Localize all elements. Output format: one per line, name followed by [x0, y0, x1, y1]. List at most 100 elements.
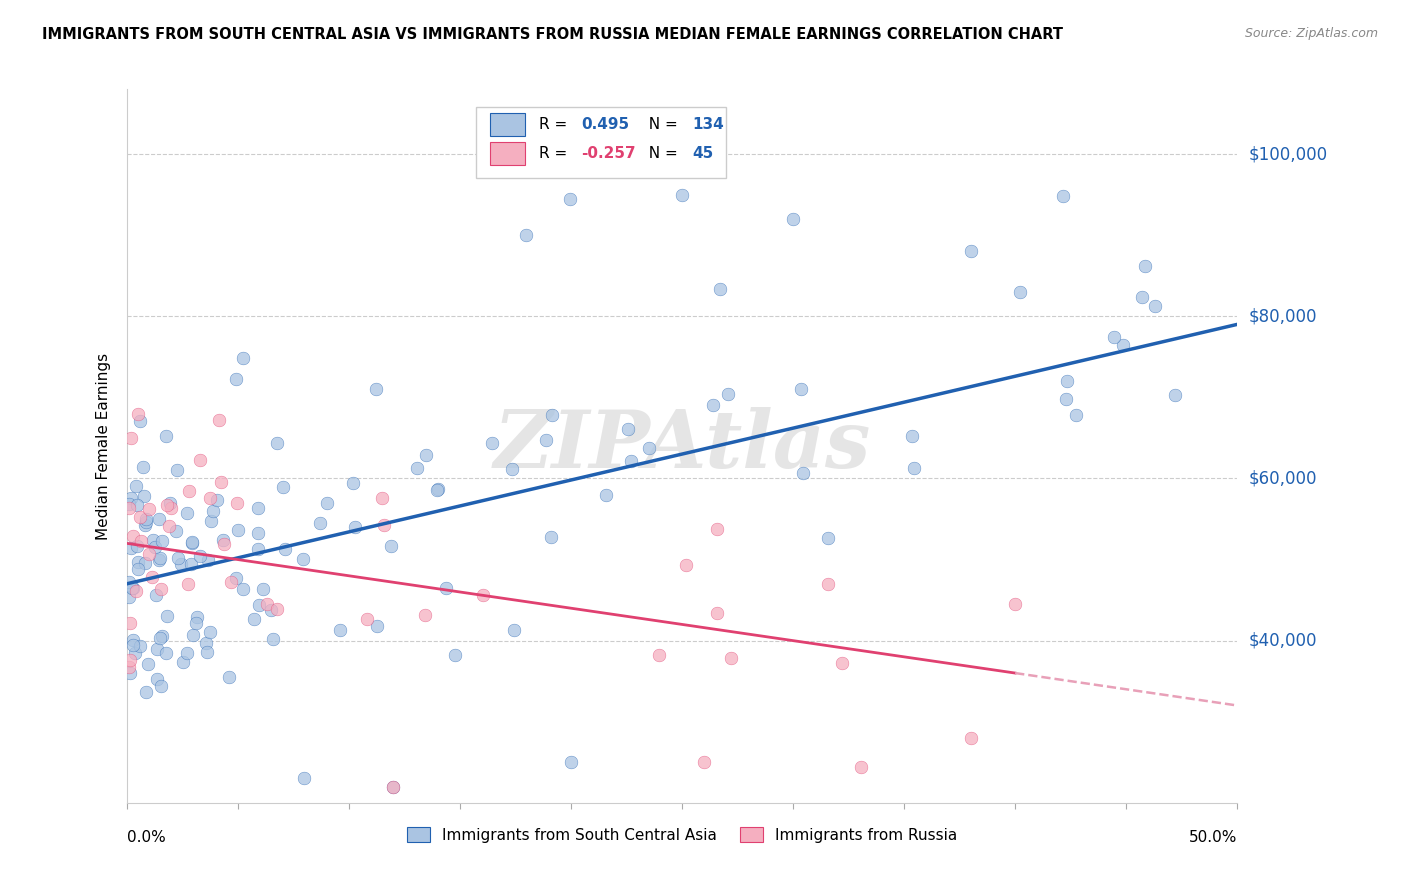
- Point: [637, 442, 659, 456]
- Point: [146, 672, 169, 686]
- Point: [436, 581, 458, 595]
- Point: [142, 533, 165, 547]
- Point: [342, 475, 364, 490]
- Point: [208, 413, 231, 427]
- Point: [501, 462, 523, 476]
- Point: [179, 483, 201, 498]
- Point: [159, 496, 181, 510]
- Point: [149, 550, 172, 565]
- Point: [849, 760, 872, 774]
- Point: [247, 598, 270, 612]
- Point: [127, 539, 149, 553]
- Point: [817, 577, 839, 591]
- Point: [212, 537, 235, 551]
- Text: $80,000: $80,000: [1249, 307, 1317, 326]
- Point: [155, 429, 177, 443]
- Point: [150, 533, 173, 548]
- Point: [121, 632, 143, 647]
- Point: [146, 642, 169, 657]
- Point: [247, 525, 270, 540]
- Point: [605, 163, 627, 178]
- Point: [135, 512, 157, 526]
- Point: [125, 498, 148, 512]
- Point: [209, 475, 232, 489]
- Point: [172, 655, 194, 669]
- Point: [225, 571, 247, 585]
- Point: [134, 556, 156, 570]
- Point: [188, 452, 211, 467]
- Point: [380, 539, 402, 553]
- Point: [343, 520, 366, 534]
- Point: [382, 780, 405, 794]
- Point: [122, 638, 145, 652]
- Point: [382, 780, 405, 794]
- Text: $100,000: $100,000: [1249, 145, 1327, 163]
- Point: [717, 386, 740, 401]
- Point: [232, 351, 254, 366]
- Point: [120, 541, 142, 556]
- Point: [472, 588, 495, 602]
- Point: [406, 461, 429, 475]
- Point: [292, 772, 315, 786]
- Point: [197, 645, 219, 659]
- Point: [118, 591, 141, 605]
- Point: [481, 436, 503, 450]
- Point: [259, 603, 281, 617]
- Point: [900, 429, 922, 443]
- Point: [273, 480, 295, 494]
- Point: [118, 615, 141, 630]
- Point: [132, 459, 155, 474]
- Point: [541, 408, 564, 422]
- FancyBboxPatch shape: [489, 113, 526, 136]
- Point: [1164, 388, 1187, 402]
- Point: [620, 454, 643, 468]
- Point: [315, 495, 337, 509]
- Text: N =: N =: [638, 146, 682, 161]
- Point: [166, 463, 188, 477]
- Point: [444, 648, 467, 662]
- Point: [218, 670, 240, 684]
- Point: [706, 522, 728, 536]
- Point: [157, 519, 180, 533]
- Point: [1130, 289, 1153, 303]
- Point: [720, 651, 742, 665]
- Point: [782, 211, 804, 226]
- Point: [364, 383, 387, 397]
- Text: IMMIGRANTS FROM SOUTH CENTRAL ASIA VS IMMIGRANTS FROM RUSSIA MEDIAN FEMALE EARNI: IMMIGRANTS FROM SOUTH CENTRAL ASIA VS IM…: [42, 27, 1063, 42]
- Point: [1112, 338, 1135, 352]
- Point: [959, 244, 981, 259]
- Point: [1133, 260, 1156, 274]
- Point: [120, 653, 142, 667]
- Point: [131, 533, 153, 548]
- Point: [540, 530, 562, 544]
- Point: [373, 518, 395, 533]
- Point: [195, 636, 218, 650]
- Point: [1010, 285, 1032, 300]
- Point: [617, 422, 640, 436]
- Point: [226, 523, 249, 537]
- Point: [200, 491, 222, 505]
- Point: [125, 583, 148, 598]
- Point: [959, 731, 981, 745]
- Point: [149, 631, 172, 645]
- Point: [329, 624, 352, 638]
- Point: [595, 488, 617, 502]
- Point: [225, 495, 247, 509]
- Point: [138, 501, 160, 516]
- Point: [426, 482, 449, 496]
- Point: [136, 657, 159, 672]
- Point: [121, 581, 143, 595]
- Point: [262, 632, 284, 647]
- Point: [205, 493, 228, 508]
- Point: [671, 187, 693, 202]
- Text: ZIPAtlas: ZIPAtlas: [494, 408, 870, 484]
- Point: [150, 679, 173, 693]
- Point: [148, 552, 170, 566]
- Point: [292, 552, 315, 566]
- Point: [186, 610, 208, 624]
- Point: [176, 506, 198, 520]
- Point: [135, 685, 157, 699]
- Point: [124, 479, 146, 493]
- Point: [709, 282, 731, 296]
- Point: [180, 536, 202, 550]
